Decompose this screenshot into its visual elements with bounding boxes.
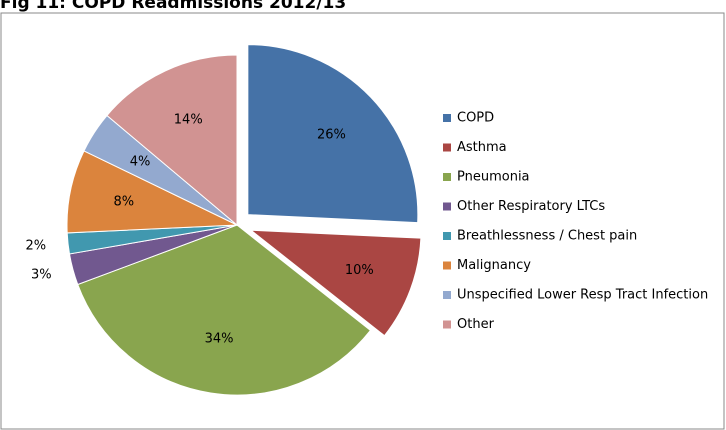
legend-swatch	[443, 143, 451, 152]
data-label: 34%	[205, 332, 234, 347]
data-label: 2%	[26, 238, 47, 253]
data-label: 14%	[174, 113, 203, 128]
legend-swatch	[443, 232, 451, 240]
pie-slice	[77, 224, 372, 396]
data-label: 4%	[130, 155, 151, 170]
legend-label: Breathlessness / Chest pain	[457, 229, 637, 244]
legend-label: Other Respiratory LTCs	[457, 199, 605, 214]
legend-swatch	[443, 320, 451, 329]
data-label: 10%	[345, 263, 374, 278]
data-label: 3%	[31, 268, 52, 283]
legend-label: Unspecified Lower Resp Tract Infection	[457, 288, 708, 303]
data-label: 8%	[113, 194, 134, 209]
legend-swatch	[443, 261, 451, 270]
legend-label: Other	[457, 317, 495, 332]
pie-slice	[249, 229, 422, 337]
pie-slice	[247, 44, 419, 224]
legend-label: Asthma	[457, 140, 507, 155]
legend-label: COPD	[457, 111, 494, 126]
chart-title: Fig 11: COPD Readmissions 2012/13	[0, 0, 346, 13]
legend-label: Malignancy	[457, 258, 531, 273]
legend-label: Pneumonia	[457, 170, 530, 185]
data-label: 26%	[317, 127, 346, 142]
pie-slice	[106, 54, 238, 227]
legend-swatch	[443, 291, 451, 299]
legend-swatch	[443, 202, 451, 211]
legend-swatch	[443, 114, 451, 122]
legend-swatch	[443, 173, 451, 181]
